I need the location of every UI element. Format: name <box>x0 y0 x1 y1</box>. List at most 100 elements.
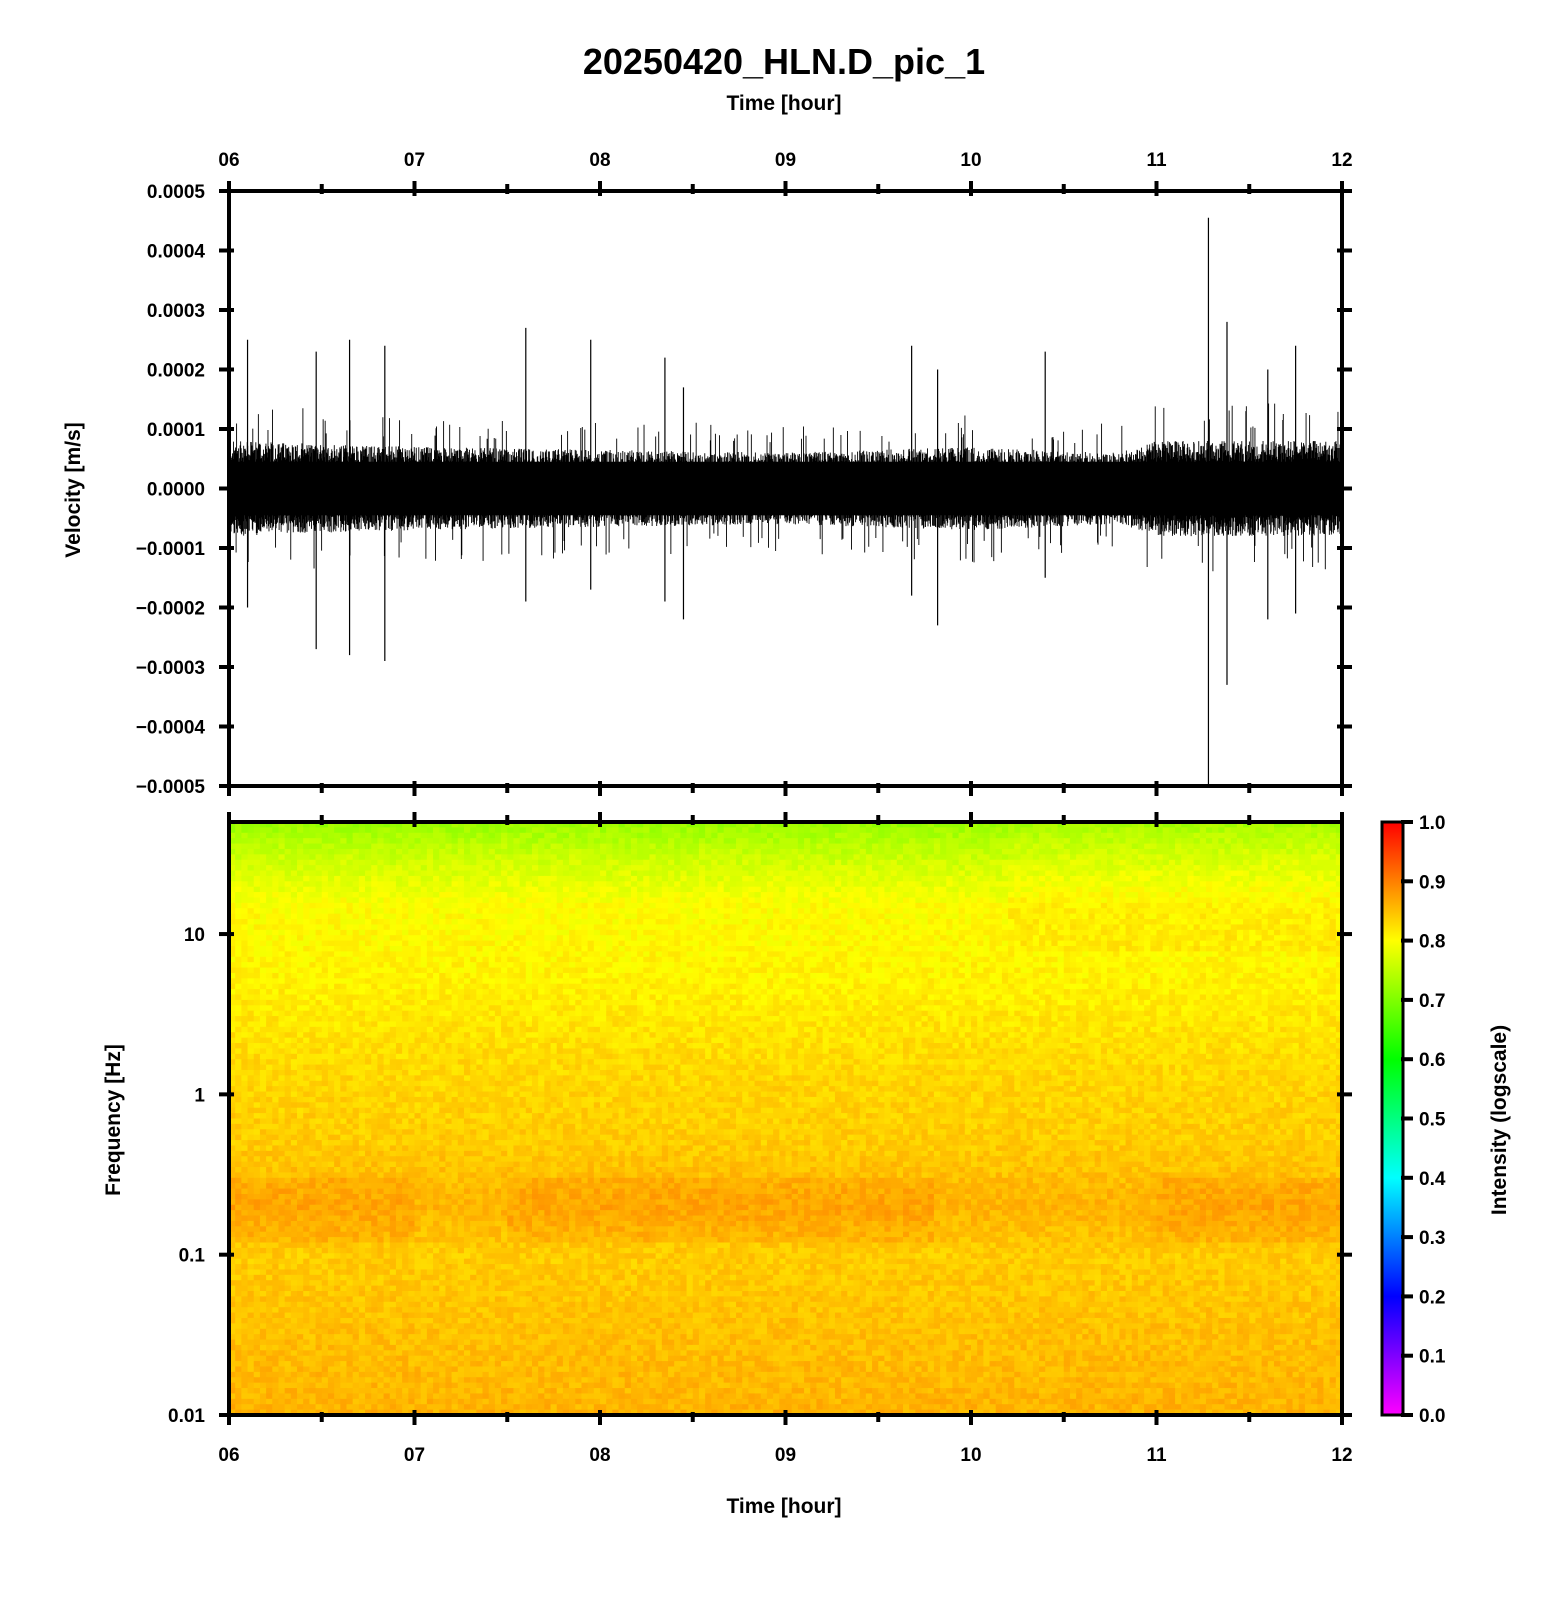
spectrogram-cell <box>661 919 669 926</box>
spectrogram-cell <box>680 881 688 888</box>
spectrogram-cell <box>1082 951 1090 958</box>
spectrogram-cell <box>1039 924 1046 931</box>
spectrogram-cell <box>414 827 422 834</box>
spectrogram-cell <box>309 940 317 947</box>
spectrogram-cell <box>1199 956 1207 963</box>
spectrogram-cell <box>1317 865 1325 872</box>
spectrogram-cell <box>958 924 966 931</box>
spectrogram-cell <box>804 875 811 882</box>
spectrogram-cell <box>872 951 879 958</box>
spectrogram-cell <box>865 875 873 882</box>
spectrogram-cell <box>1082 822 1090 828</box>
spectrogram-cell <box>1045 935 1052 942</box>
spectrogram-cell <box>1224 827 1232 834</box>
spectrogram-cell <box>915 838 923 845</box>
spectrogram-cell <box>414 832 422 839</box>
spectrogram-cell <box>544 919 552 926</box>
spectrogram-cell <box>1162 962 1170 969</box>
spectrogram-cell <box>902 865 910 872</box>
spectrogram-cell <box>488 865 496 872</box>
spectrogram-cell <box>550 892 558 899</box>
spectrogram-cell <box>841 843 848 850</box>
spectrogram-cell <box>680 924 688 931</box>
spectrogram-cell <box>1137 822 1145 828</box>
spectrogram-cell <box>698 940 706 947</box>
spectrogram-cell <box>865 951 873 958</box>
spectrogram-cell <box>995 875 1003 882</box>
spectrogram-cell <box>1125 935 1133 942</box>
spectrogram-cell <box>600 832 607 839</box>
spectrogram-cell <box>624 897 632 904</box>
spectrogram-cell <box>1335 945 1343 952</box>
spectrogram-cell <box>531 945 539 952</box>
spectrogram-cell <box>1094 962 1102 969</box>
spectrogram-cell <box>327 848 335 855</box>
spectrogram-cell <box>921 827 929 834</box>
spectrogram-cell <box>525 962 533 969</box>
spectrogram-cell <box>297 956 304 963</box>
spectrogram-cell <box>1045 897 1052 904</box>
spectrogram-cell <box>612 897 620 904</box>
spectrogram-cell <box>643 902 651 909</box>
spectrogram-cell <box>1218 854 1226 861</box>
spectrogram-cell <box>334 848 341 855</box>
spectrogram-cell <box>278 875 286 882</box>
spectrogram-cell <box>556 848 564 855</box>
spectrogram-cell <box>766 870 774 877</box>
spectrogram-cell <box>1317 897 1325 904</box>
spectrogram-cell <box>1125 843 1133 850</box>
spectrogram-cell <box>1261 848 1269 855</box>
spectrogram-cell <box>334 935 341 942</box>
spectrogram-cell <box>494 935 502 942</box>
spectrogram-cell <box>297 902 304 909</box>
spectrogram-cell <box>1236 865 1244 872</box>
spectrogram-cell <box>859 956 867 963</box>
spectrogram-cell <box>408 913 416 920</box>
spectrogram-cell <box>402 886 409 893</box>
spectrogram-cell <box>643 886 651 893</box>
spectrogram-cell <box>618 848 626 855</box>
spectrogram-cell <box>655 881 663 888</box>
spectrogram-cell <box>971 870 978 877</box>
spectrogram-cell <box>940 913 947 920</box>
spectrogram-cell <box>309 967 317 974</box>
spectrogram-cell <box>1113 827 1120 834</box>
spectrogram-cell <box>1181 924 1189 931</box>
spectrogram-cell <box>395 924 403 931</box>
spectrogram-cell <box>655 827 663 834</box>
spectrogram-cell <box>723 832 731 839</box>
spectrogram-cell <box>902 881 910 888</box>
spectrogram-cell <box>544 935 552 942</box>
spectrogram-cell <box>785 881 793 888</box>
spectrogram-cell <box>1168 859 1176 866</box>
spectrogram-cell <box>507 908 515 915</box>
spectrogram-cell <box>451 897 459 904</box>
spectrogram-cell <box>1261 886 1269 893</box>
spectrogram-cell <box>358 913 366 920</box>
spectrogram-cell <box>321 843 329 850</box>
spectrogram-cell <box>346 967 354 974</box>
spectrogram-cell <box>872 908 879 915</box>
spectrogram-cell <box>1069 924 1077 931</box>
spectrogram-cell <box>964 838 972 845</box>
spectrogram-cell <box>550 848 558 855</box>
spectrogram-cell <box>847 956 855 963</box>
spectrogram-cell <box>439 897 447 904</box>
spectrogram-cell <box>365 827 372 834</box>
waveform-frame <box>227 189 1344 788</box>
spectrogram-cell <box>1311 822 1318 828</box>
spectrogram-cell <box>989 843 997 850</box>
spectrogram-cell <box>989 832 997 839</box>
spectrogram-cell <box>365 875 372 882</box>
spectrogram-cell <box>476 924 484 931</box>
spectrogram-cell <box>921 956 929 963</box>
spectrogram-cell <box>1267 832 1275 839</box>
spectrogram-cell <box>1162 929 1170 936</box>
spectrogram-cell <box>538 832 545 839</box>
spectrogram-cell <box>600 902 607 909</box>
spectrogram-cell <box>692 822 700 828</box>
spectrogram-cell <box>1168 919 1176 926</box>
spectrogram-cell <box>1131 945 1139 952</box>
spectrogram-cell <box>266 854 273 861</box>
spectrogram-cell <box>1193 848 1201 855</box>
